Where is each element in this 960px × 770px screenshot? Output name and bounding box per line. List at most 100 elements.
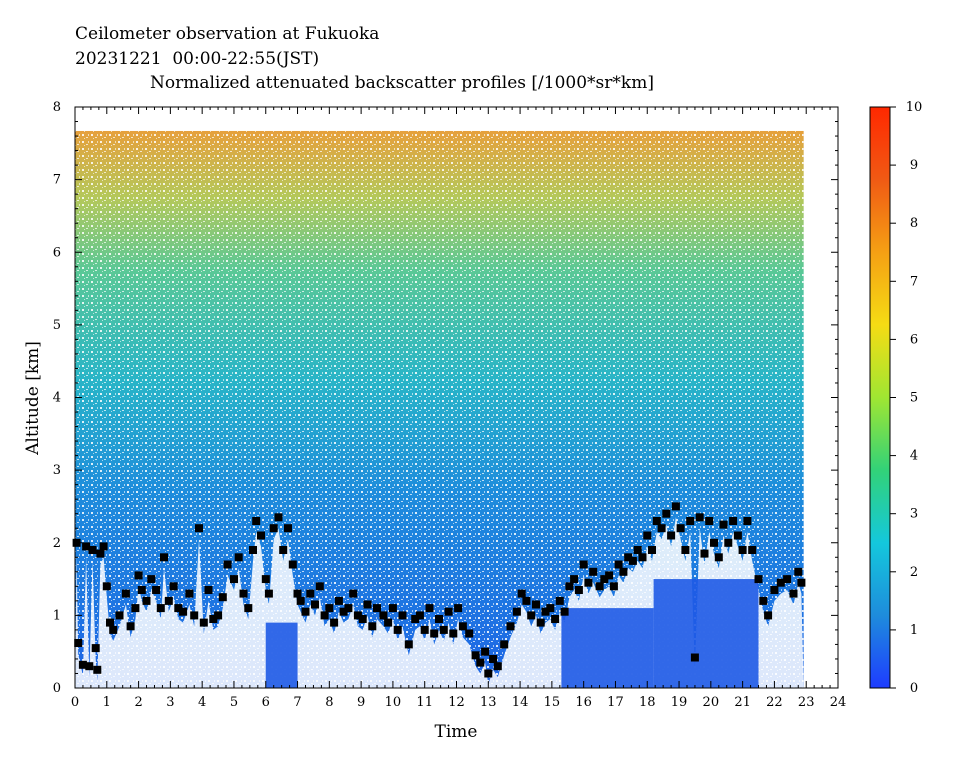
cloud-base-marker	[695, 513, 704, 522]
cloud-base-marker	[353, 611, 362, 620]
cloud-base-marker	[325, 604, 334, 613]
cloud-base-marker	[131, 604, 140, 613]
cloud-base-marker	[430, 629, 439, 638]
dense-return-band	[653, 579, 759, 688]
cloud-base-marker	[643, 531, 652, 540]
cloud-base-marker	[579, 560, 588, 569]
cloud-base-marker	[379, 611, 388, 620]
cloud-base-marker	[700, 549, 709, 558]
cloud-base-marker	[384, 618, 393, 627]
cloud-base-marker	[638, 553, 647, 562]
cloud-base-marker	[109, 625, 118, 634]
cloud-base-marker	[574, 586, 583, 594]
cloud-base-marker	[484, 669, 493, 678]
cloud-base-marker	[628, 556, 637, 565]
cloud-base-marker	[667, 531, 676, 540]
y-tick-label: 7	[53, 173, 61, 188]
chart-title-line-3: Normalized attenuated backscatter profil…	[150, 73, 654, 93]
cloud-base-marker	[794, 567, 803, 576]
cloud-base-marker	[288, 560, 297, 569]
chart-title-line-1: Ceilometer observation at Fukuoka	[75, 24, 380, 44]
cloud-base-marker	[274, 513, 283, 522]
cloud-base-marker	[147, 575, 156, 584]
cloud-base-marker	[500, 640, 509, 649]
cloud-base-markers	[72, 502, 806, 678]
cloud-base-marker	[152, 586, 161, 594]
x-axis: 0 1 2 3 4 5 6 7 8 9 10 11 12 13 14 15 16 17 18 19 20 21 22 23 24	[71, 107, 846, 710]
cloud-base-marker	[536, 618, 545, 627]
cloud-base-marker	[648, 546, 656, 554]
y-axis-title: Altitude [km]	[23, 341, 43, 456]
colorbar-tick-label: 7	[910, 274, 918, 289]
cloud-base-marker	[169, 582, 178, 591]
y-tick-label: 2	[53, 536, 61, 551]
cloud-base-marker	[102, 582, 111, 591]
cloud-base-marker	[411, 615, 420, 623]
x-tick-label: 12	[448, 695, 465, 710]
cloud-base-marker	[404, 640, 413, 649]
cloud-base-marker	[93, 665, 102, 674]
x-tick-label: 2	[134, 695, 142, 710]
cloud-base-marker	[748, 546, 757, 554]
cloud-base-marker	[605, 571, 614, 580]
cloud-base-marker	[204, 586, 213, 594]
x-tick-label: 10	[385, 695, 402, 710]
x-tick-label: 8	[325, 695, 333, 710]
cloud-base-marker	[714, 553, 723, 562]
cloud-base-marker	[398, 611, 407, 620]
x-tick-label: 19	[671, 695, 688, 710]
cloud-base-marker	[126, 622, 135, 631]
x-tick-label: 17	[607, 695, 624, 710]
cloud-base-marker	[527, 611, 536, 620]
cloud-base-marker	[344, 604, 353, 613]
x-tick-label: 6	[262, 695, 270, 710]
cloud-base-marker	[99, 542, 108, 551]
cloud-base-marker	[690, 653, 699, 662]
colorbar-tick-label: 4	[910, 449, 918, 464]
cloud-base-marker	[137, 586, 146, 594]
cloud-base-marker	[425, 604, 434, 613]
cloud-base-marker	[657, 524, 666, 533]
x-tick-label: 16	[575, 695, 592, 710]
cloud-base-marker	[676, 524, 685, 533]
colorbar	[869, 106, 891, 689]
cloud-base-marker	[293, 589, 302, 598]
x-tick-label: 13	[480, 695, 497, 710]
cloud-base-marker	[733, 531, 742, 540]
y-axis: 0 1 2 3 4 5 6 7 8	[53, 100, 838, 696]
cloud-base-marker	[517, 589, 526, 598]
y-tick-label: 5	[53, 318, 61, 333]
cloud-base-marker	[738, 546, 747, 554]
cloud-base-marker	[82, 542, 91, 551]
y-tick-label: 3	[53, 463, 61, 478]
cloud-base-marker	[671, 502, 680, 511]
x-tick-label: 7	[293, 695, 301, 710]
cloud-base-marker	[776, 578, 785, 587]
cloud-base-marker	[264, 589, 273, 598]
cloud-base-marker	[368, 622, 377, 631]
cloud-base-marker	[471, 651, 480, 660]
y-tick-label: 1	[53, 608, 61, 623]
cloud-base-marker	[349, 589, 358, 598]
cloud-base-marker	[449, 629, 458, 638]
x-tick-label: 15	[544, 695, 561, 710]
cloud-base-marker	[512, 607, 521, 616]
cloud-base-marker	[296, 596, 305, 605]
cloud-base-marker	[234, 553, 243, 562]
cloud-base-marker	[230, 575, 238, 584]
cloud-base-marker	[306, 589, 315, 598]
cloud-base-marker	[444, 607, 453, 616]
cloud-base-marker	[489, 655, 498, 663]
x-tick-label: 9	[357, 695, 365, 710]
cloud-base-marker	[190, 611, 199, 620]
cloud-base-marker	[415, 611, 424, 620]
cloud-base-marker	[311, 600, 319, 609]
x-tick-label: 1	[103, 695, 111, 710]
colorbar-tick-label: 5	[910, 391, 918, 406]
cloud-base-marker	[546, 604, 555, 613]
cloud-base-marker	[334, 596, 343, 605]
cloud-base-marker	[393, 625, 402, 634]
cloud-base-marker	[339, 607, 348, 616]
cloud-base-marker	[783, 575, 792, 584]
colorbar-tick-label: 1	[910, 623, 918, 638]
